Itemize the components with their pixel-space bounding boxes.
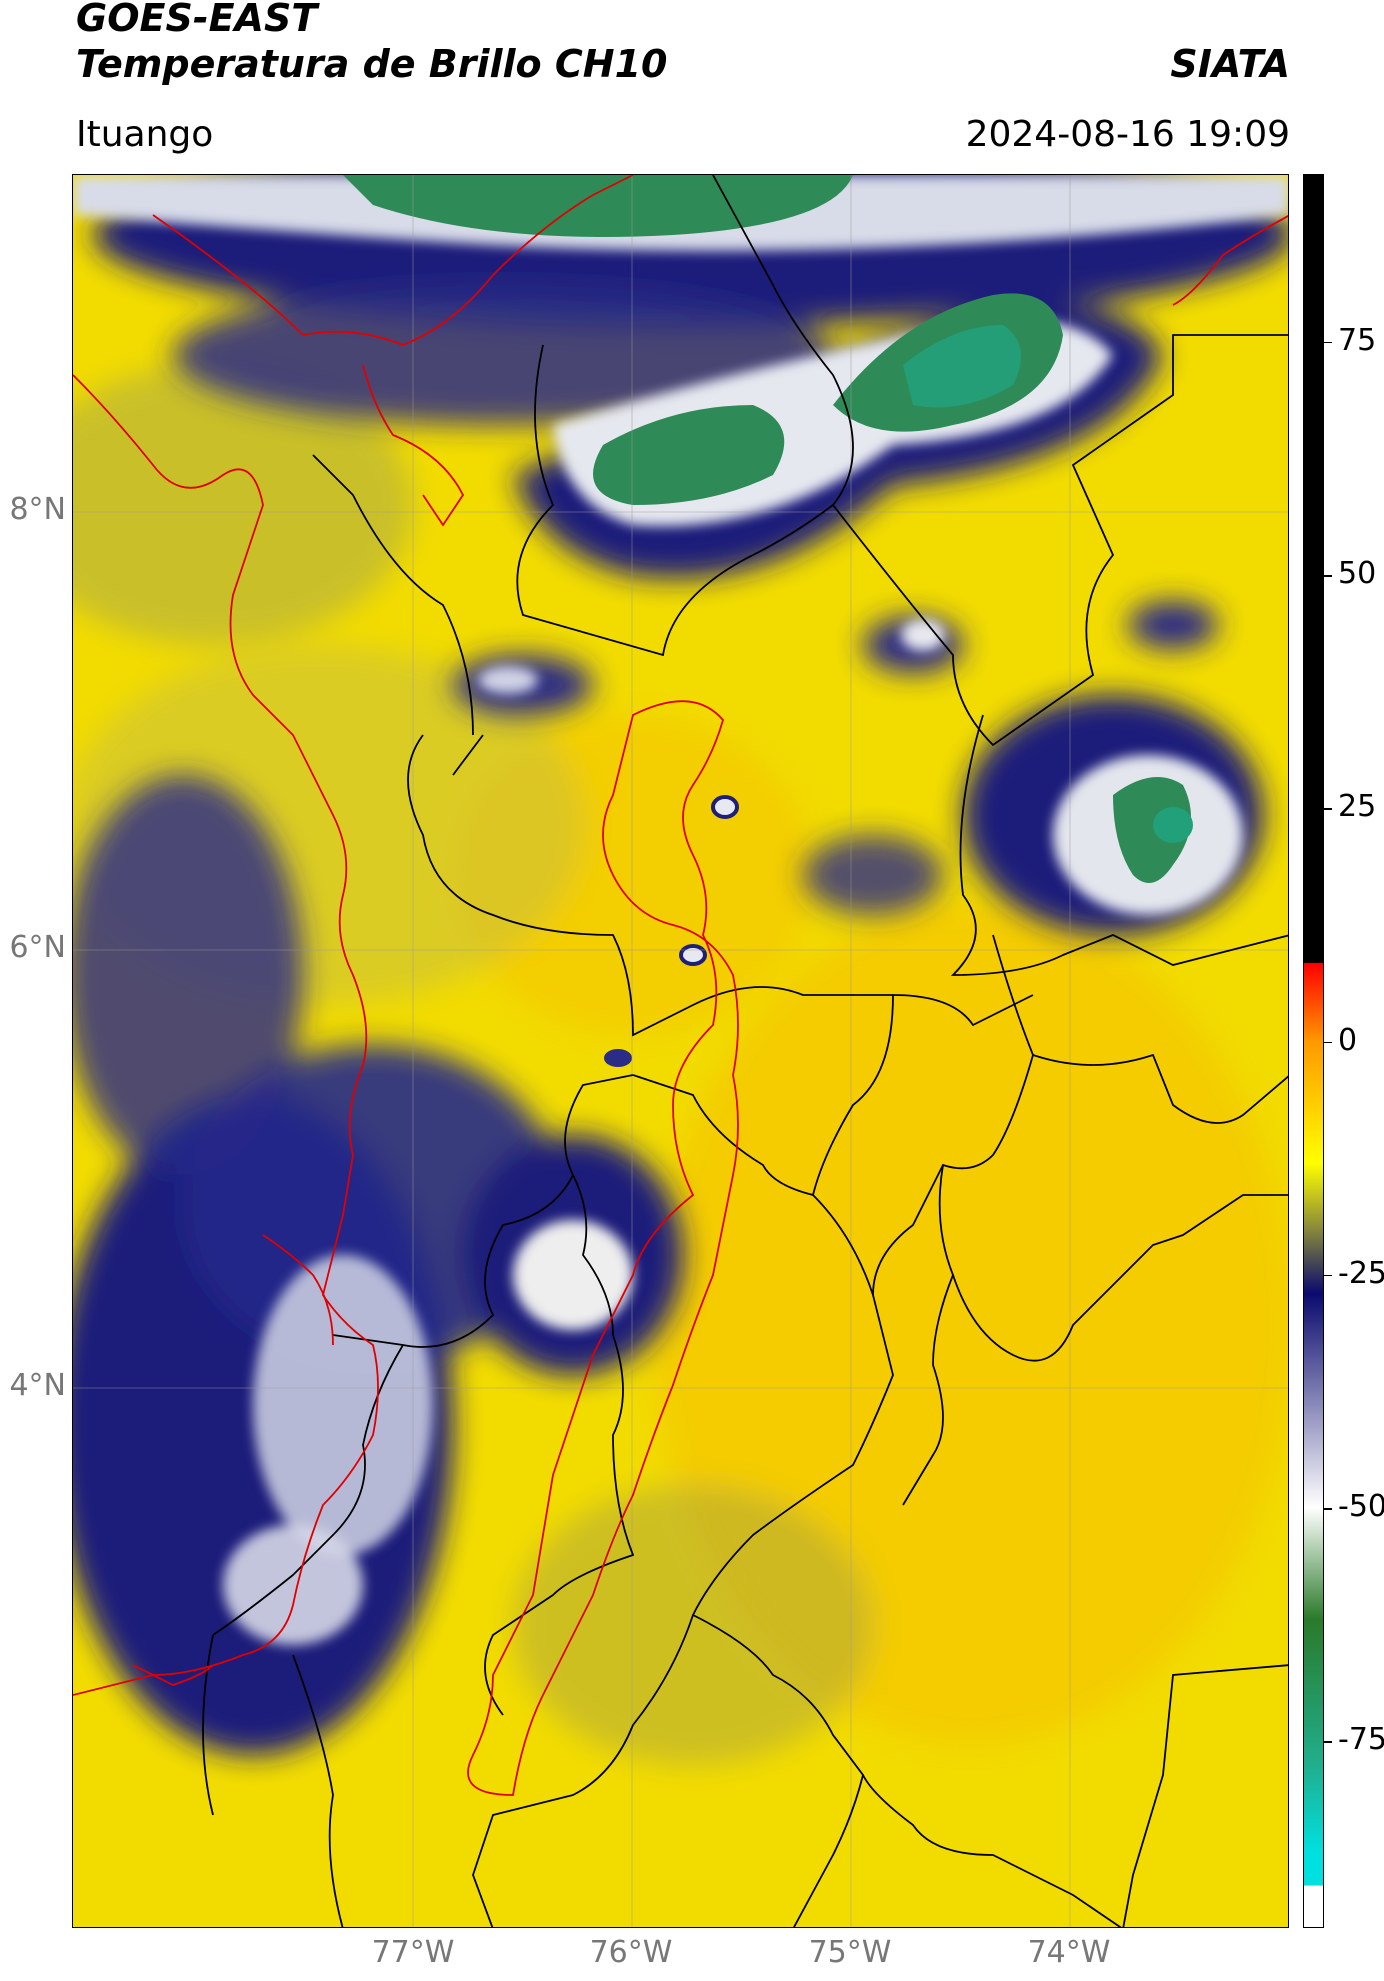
colorbar-tick-label: 75 xyxy=(1338,322,1377,358)
lon-label-75w: 75°W xyxy=(808,1935,892,1970)
satellite-map[interactable] xyxy=(72,174,1289,1928)
lat-label-4n: 4°N xyxy=(9,1368,66,1403)
small-convective-cells xyxy=(604,795,739,1067)
colorbar-tick-label: 25 xyxy=(1338,789,1377,825)
datetime-label: 2024-08-16 19:09 xyxy=(965,114,1290,155)
colorbar-tick-label: 50 xyxy=(1338,556,1377,592)
colorbar-tick xyxy=(1324,808,1332,810)
national-borders xyxy=(73,175,1288,1796)
colorbar-tick xyxy=(1324,1041,1332,1044)
temperature-colorbar xyxy=(1303,174,1324,1928)
colorbar-tick xyxy=(1324,1274,1332,1277)
lon-label-76w: 76°W xyxy=(589,1935,673,1970)
department-borders xyxy=(202,175,1288,1927)
colorbar-tick-label: 0 xyxy=(1338,1022,1358,1058)
organization-label: SIATA xyxy=(1170,42,1290,86)
colorbar-tick xyxy=(1324,341,1332,344)
colorbar-tick xyxy=(1324,1741,1332,1743)
lat-label-8n: 8°N xyxy=(9,492,66,527)
product-title: Temperatura de Brillo CH10 xyxy=(76,42,668,86)
brightness-temperature-map xyxy=(73,175,1288,1927)
graticule xyxy=(73,175,1288,1927)
lon-label-77w: 77°W xyxy=(371,1935,455,1970)
region-label: Ituango xyxy=(76,114,214,155)
field-variations xyxy=(73,365,1288,1765)
colorbar-tick xyxy=(1324,1508,1332,1510)
colorbar-tick xyxy=(1324,575,1332,577)
colorbar-tick-label: -25 xyxy=(1338,1255,1384,1291)
colorbar-tick-label: -75 xyxy=(1338,1722,1384,1758)
coldest-cores xyxy=(343,175,1193,883)
lat-label-6n: 6°N xyxy=(9,930,66,965)
satellite-title: GOES-EAST xyxy=(76,0,318,40)
colorbar-tick-label: -50 xyxy=(1338,1489,1384,1525)
lon-label-74w: 74°W xyxy=(1027,1935,1111,1970)
